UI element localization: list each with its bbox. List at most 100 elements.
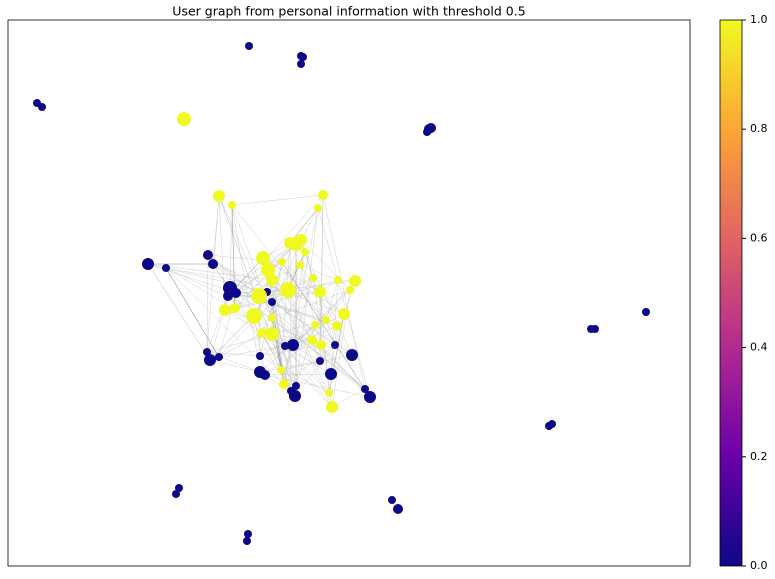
node: [331, 341, 339, 349]
plot-frame: [7, 19, 691, 567]
node: [361, 385, 369, 393]
node: [203, 250, 213, 260]
edge: [264, 339, 313, 376]
edge: [317, 207, 371, 398]
edge: [206, 195, 220, 353]
edge: [235, 292, 327, 321]
edge: [253, 315, 266, 376]
node: [256, 251, 270, 265]
node: [318, 190, 328, 200]
edge: [292, 277, 314, 346]
edge: [330, 325, 338, 375]
node: [219, 304, 231, 316]
edge: [271, 277, 314, 335]
node: [314, 204, 322, 212]
node: [268, 314, 276, 322]
edge: [283, 251, 306, 385]
edge: [320, 194, 324, 346]
node: [295, 234, 307, 246]
edge: [206, 254, 209, 353]
node: [278, 258, 286, 266]
node: [338, 308, 350, 320]
edge: [284, 345, 333, 408]
node: [287, 387, 295, 395]
edge: [206, 351, 261, 357]
node: [261, 263, 275, 277]
node: [279, 379, 289, 389]
node: [38, 103, 46, 111]
colorbar-tick-label: 0.8: [750, 122, 768, 135]
node: [203, 348, 211, 356]
node: [314, 286, 326, 298]
node: [268, 298, 276, 306]
node: [215, 353, 223, 361]
node: [204, 354, 216, 366]
edge: [299, 264, 339, 281]
edge: [264, 374, 371, 398]
edge: [281, 261, 345, 315]
edge: [235, 194, 324, 294]
node: [325, 368, 337, 380]
node: [591, 325, 599, 333]
node: [277, 366, 285, 374]
node: [243, 537, 251, 545]
node: [301, 248, 309, 256]
nodes: [33, 42, 650, 545]
node: [231, 288, 241, 298]
node: [316, 340, 326, 350]
edge: [281, 261, 371, 398]
colorbar: [719, 19, 743, 567]
edge: [218, 292, 237, 358]
node: [311, 321, 319, 329]
node: [296, 261, 304, 269]
edge: [218, 332, 263, 358]
node: [309, 274, 317, 282]
node: [162, 264, 170, 272]
edge: [218, 301, 273, 358]
node: [299, 53, 307, 61]
edge: [300, 239, 351, 291]
edge: [264, 373, 332, 376]
node: [213, 190, 225, 202]
edge: [294, 207, 319, 397]
edge: [261, 332, 333, 408]
node: [266, 274, 278, 286]
node: [175, 484, 183, 492]
edge: [289, 242, 292, 392]
edge: [287, 289, 321, 362]
edge: [283, 344, 336, 385]
edge: [300, 207, 319, 241]
colorbar-tick-label: 0.0: [750, 559, 768, 572]
edge: [311, 289, 351, 341]
node: [260, 370, 270, 380]
node: [292, 382, 300, 390]
node: [230, 303, 240, 313]
edge: [207, 254, 283, 263]
edge: [165, 267, 220, 358]
edge: [299, 264, 322, 346]
node: [346, 349, 358, 361]
node: [281, 342, 289, 350]
chart-title: User graph from personal information wit…: [172, 4, 525, 19]
colorbar-tick-label: 0.6: [750, 231, 768, 244]
node: [316, 357, 324, 365]
node: [548, 420, 556, 428]
edge: [259, 360, 321, 373]
colorbar-tick-label: 0.2: [750, 450, 768, 463]
edge: [212, 263, 345, 315]
node: [325, 389, 333, 397]
node: [223, 291, 233, 301]
node: [423, 128, 431, 136]
edge: [271, 261, 283, 319]
node: [364, 391, 376, 403]
edge: [212, 263, 371, 398]
edge: [262, 257, 321, 293]
edge: [331, 388, 366, 408]
node: [228, 201, 236, 209]
node: [265, 327, 279, 341]
node: [388, 496, 396, 504]
colorbar-tick-label: 0.4: [750, 341, 768, 354]
edge: [271, 279, 297, 387]
edge: [267, 269, 292, 392]
